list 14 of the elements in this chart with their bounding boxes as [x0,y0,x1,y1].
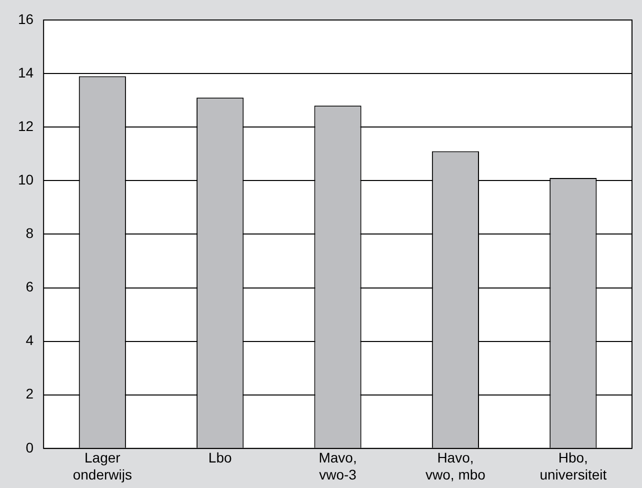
y-tick-label: 0 [26,439,34,456]
x-tick-label: Havo, vwo, mbo [426,450,486,482]
y-tick-label: 6 [26,278,34,295]
x-tick-label: Hbo, universiteit [540,450,607,482]
y-tick-label: 12 [18,118,34,134]
y-tick-label: 4 [26,332,34,348]
y-tick-label: 8 [26,225,34,242]
x-tick-label: Lbo [208,450,232,466]
y-tick-label: 16 [18,10,34,27]
y-tick-label: 2 [26,386,34,402]
y-tick-label: 14 [18,64,34,80]
y-tick-label: 10 [18,172,34,188]
x-tick-label: Mavo, vwo-3 [318,450,357,482]
x-tick-label: Lager onderwijs [72,450,132,482]
